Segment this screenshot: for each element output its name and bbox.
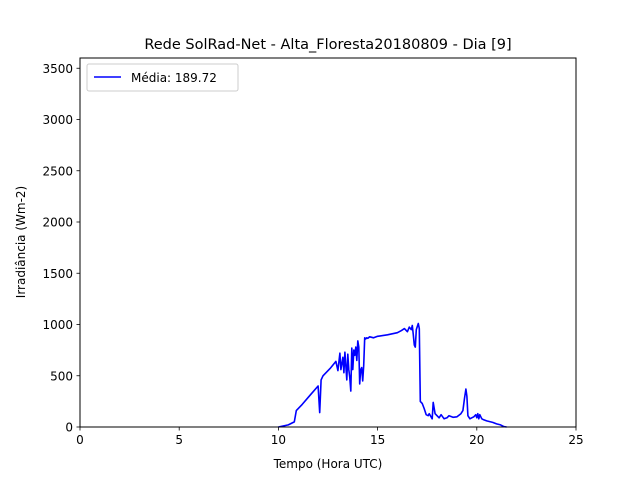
x-tick-label: 15 <box>370 433 385 447</box>
x-axis-label: Tempo (Hora UTC) <box>273 457 383 471</box>
x-tick-label: 0 <box>76 433 84 447</box>
y-axis-label: Irradiância (Wm-2) <box>14 186 28 298</box>
y-tick-label: 2500 <box>42 164 73 178</box>
y-tick-label: 1500 <box>42 267 73 281</box>
y-tick-label: 0 <box>65 421 73 435</box>
x-tick-label: 5 <box>175 433 183 447</box>
y-axis-ticks: 0 500 1000 1500 2000 2500 3000 3500 <box>42 62 80 435</box>
y-tick-label: 500 <box>50 369 73 383</box>
chart-title: Rede SolRad-Net - Alta_Floresta20180809 … <box>144 37 511 53</box>
x-tick-label: 20 <box>469 433 484 447</box>
plot-frame <box>79 57 577 428</box>
x-axis-ticks: 0 5 10 15 20 25 <box>76 427 584 447</box>
x-tick-label: 10 <box>271 433 286 447</box>
series-line <box>278 322 507 428</box>
y-tick-label: 3500 <box>42 62 73 76</box>
y-tick-label: 2000 <box>42 216 73 230</box>
legend-box <box>86 63 239 92</box>
legend-entry: Média: 189.72 <box>131 71 217 85</box>
y-tick-label: 1000 <box>42 318 73 332</box>
plot-area <box>80 58 576 427</box>
y-tick-label: 3000 <box>42 113 73 127</box>
x-tick-label: 25 <box>568 433 583 447</box>
legend: Média: 189.72 <box>86 63 239 92</box>
